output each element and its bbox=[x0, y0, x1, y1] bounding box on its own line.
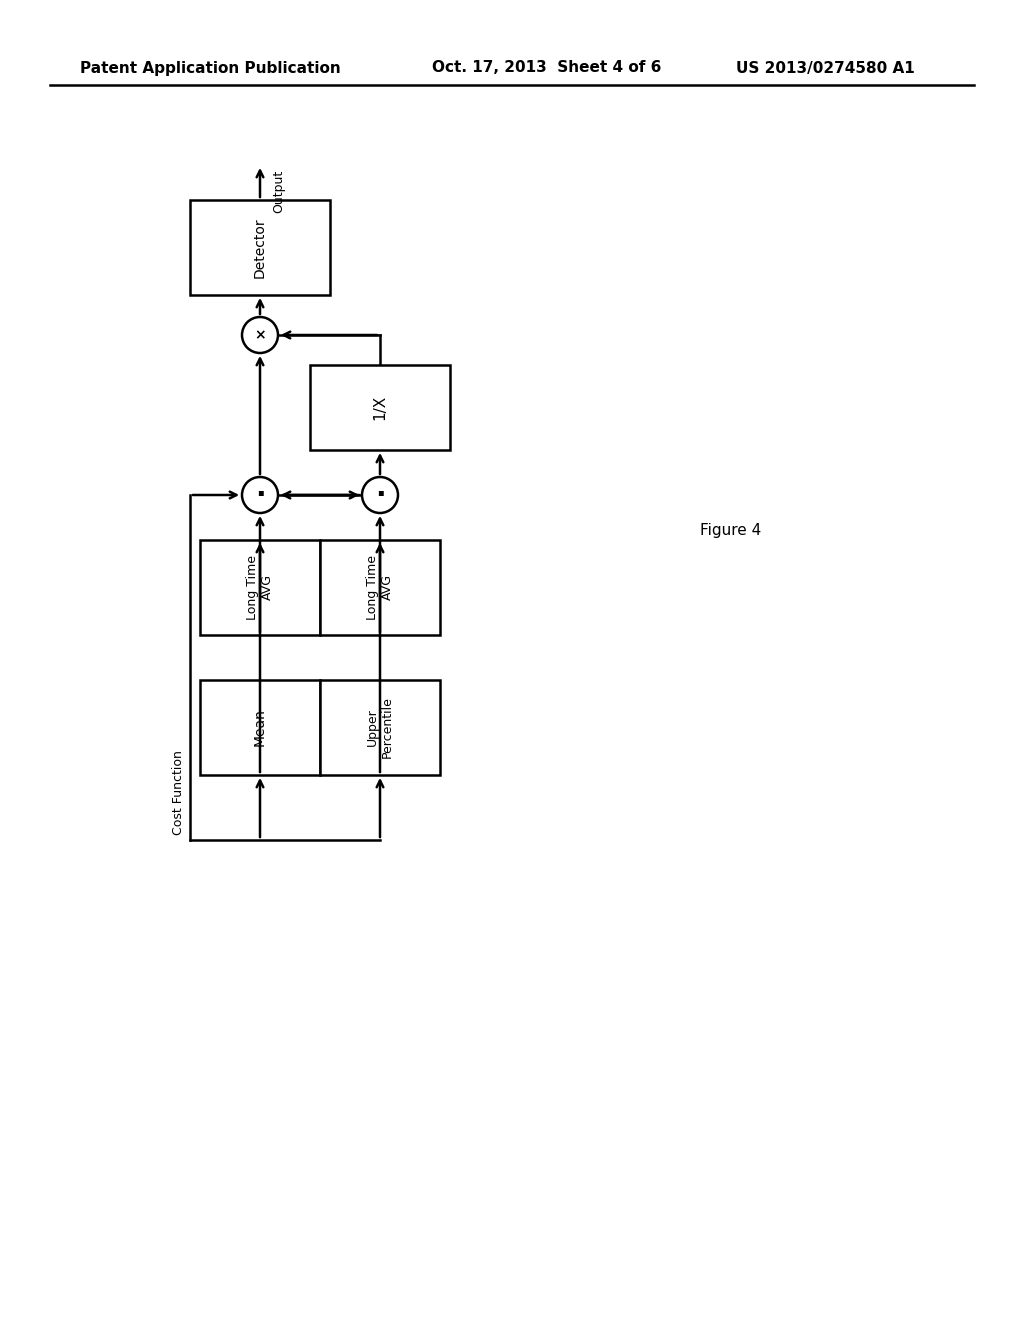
Text: Long Time
AVG: Long Time AVG bbox=[366, 554, 394, 620]
Circle shape bbox=[362, 477, 398, 513]
Text: Long Time
AVG: Long Time AVG bbox=[246, 554, 274, 620]
Bar bbox=[190, 201, 330, 294]
Text: 1/X: 1/X bbox=[373, 395, 387, 420]
Text: Detector: Detector bbox=[253, 218, 267, 277]
Circle shape bbox=[242, 477, 278, 513]
Circle shape bbox=[242, 317, 278, 352]
Bar bbox=[319, 540, 440, 635]
Text: Cost Function: Cost Function bbox=[172, 750, 185, 836]
Text: Patent Application Publication: Patent Application Publication bbox=[80, 61, 341, 75]
Text: ·: · bbox=[255, 480, 265, 510]
Text: US 2013/0274580 A1: US 2013/0274580 A1 bbox=[736, 61, 914, 75]
Bar bbox=[319, 680, 440, 775]
Bar bbox=[200, 540, 319, 635]
Bar bbox=[310, 366, 450, 450]
Text: Upper
Percentile: Upper Percentile bbox=[366, 697, 394, 759]
Text: Output: Output bbox=[272, 170, 285, 214]
Bar bbox=[200, 680, 319, 775]
Text: Figure 4: Figure 4 bbox=[700, 523, 761, 537]
Text: ×: × bbox=[254, 327, 266, 342]
Text: ·: · bbox=[375, 480, 385, 510]
Text: Oct. 17, 2013  Sheet 4 of 6: Oct. 17, 2013 Sheet 4 of 6 bbox=[432, 61, 662, 75]
Text: Mean: Mean bbox=[253, 709, 267, 746]
